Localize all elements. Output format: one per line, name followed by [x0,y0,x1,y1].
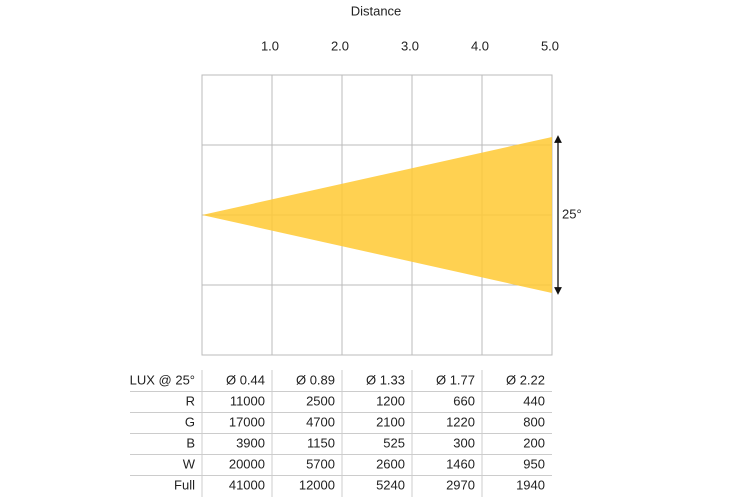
table-cell: 2500 [306,393,335,408]
tick-label: 5.0 [541,38,559,53]
table-cell: 5700 [306,456,335,471]
table-cell: 3900 [236,435,265,450]
row-label: B [186,435,195,450]
table-cell: 17000 [229,414,265,429]
table-cell: 1940 [516,477,545,492]
table-header: Ø 0.44 [226,372,265,387]
axis-title: Distance [351,3,402,18]
angle-label: 25° [562,206,582,221]
table-cell: 1150 [307,435,335,450]
table-cell: 1460 [446,456,475,471]
tick-label: 1.0 [261,38,279,53]
table-header: Ø 1.77 [436,372,475,387]
tick-label: 4.0 [471,38,489,53]
table-cell: 20000 [229,456,265,471]
row-label: W [183,456,196,471]
table-cell: 300 [453,435,475,450]
table-header: Ø 2.22 [506,372,545,387]
row-label: R [186,393,195,408]
table-cell: 11000 [230,393,265,408]
table-cell: 525 [383,435,405,450]
table-cell: 800 [523,414,545,429]
table-cell: 12000 [299,477,335,492]
table-cell: 4700 [306,414,335,429]
table-cell: 200 [523,435,545,450]
table-cell: 2100 [376,414,405,429]
table-cell: 5240 [376,477,405,492]
table-cell: 2970 [446,477,475,492]
table-cell: 950 [523,456,545,471]
table-cell: 440 [523,393,545,408]
row-label: Full [174,477,195,492]
tick-label: 3.0 [401,38,419,53]
row-label: G [185,414,195,429]
table-header: Ø 0.89 [296,372,335,387]
table-cell: 660 [453,393,475,408]
tick-label: 2.0 [331,38,349,53]
table-cell: 1220 [446,414,475,429]
table-cell: 2600 [376,456,405,471]
table-cell: 1200 [376,393,405,408]
table-header: Ø 1.33 [366,372,405,387]
beam [202,137,552,293]
table-header: LUX @ 25° [130,372,195,387]
table-cell: 41000 [229,477,265,492]
